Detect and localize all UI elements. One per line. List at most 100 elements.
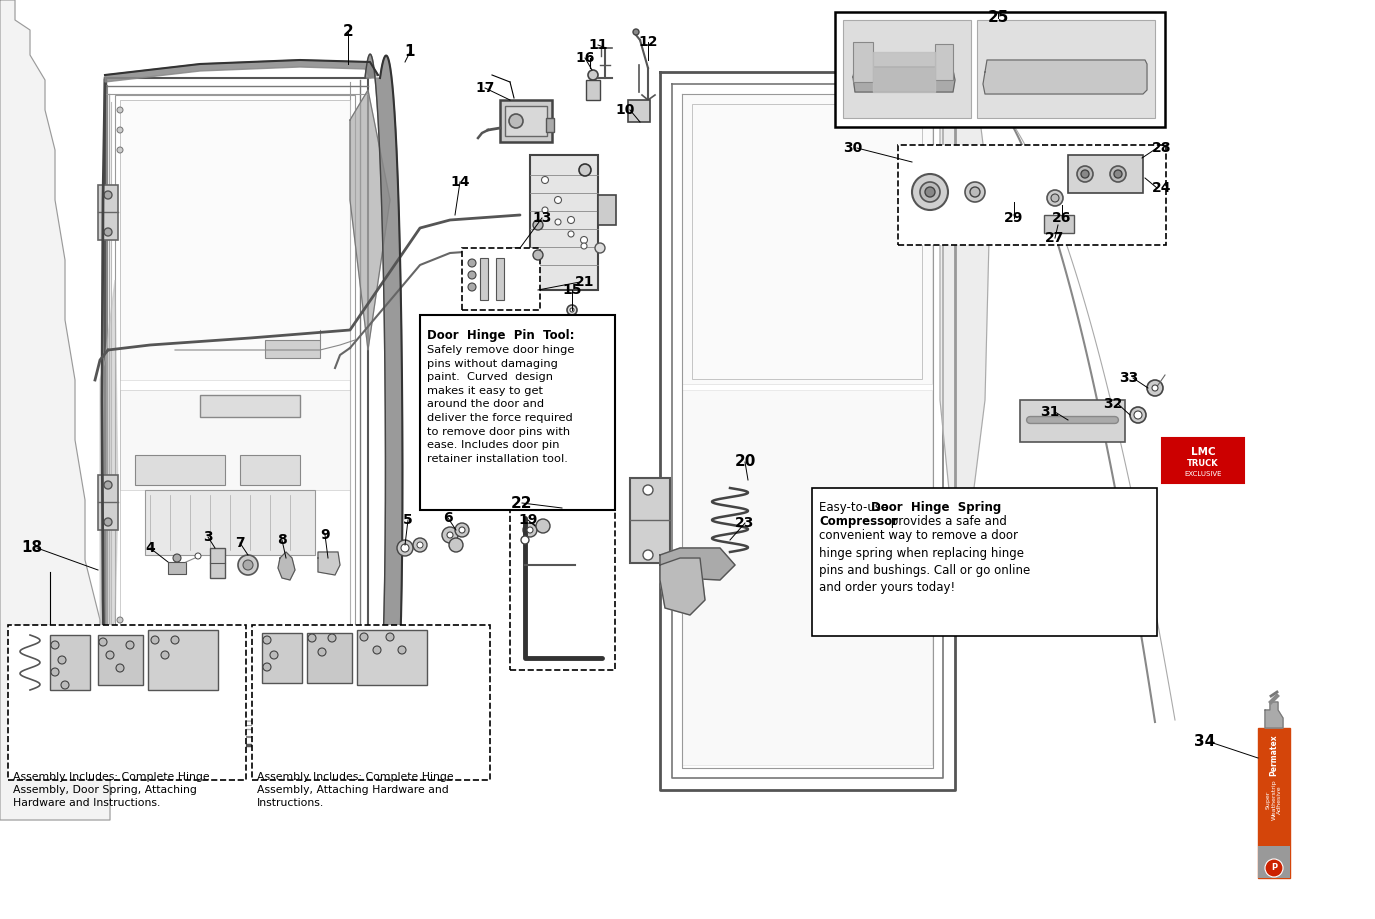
Circle shape: [51, 641, 59, 649]
Text: Easy-to-use: Easy-to-use: [820, 501, 892, 514]
Bar: [978, 20, 1155, 118]
Bar: [148, 630, 219, 690]
Circle shape: [263, 636, 271, 644]
Circle shape: [455, 523, 469, 537]
Circle shape: [969, 187, 980, 197]
Bar: [358, 630, 428, 685]
Circle shape: [117, 147, 122, 153]
Bar: [835, 12, 1165, 127]
Circle shape: [925, 187, 935, 197]
Circle shape: [1152, 385, 1158, 391]
Text: 33: 33: [1119, 371, 1138, 385]
Circle shape: [263, 663, 271, 671]
Bar: [135, 455, 226, 485]
Circle shape: [1110, 166, 1126, 182]
Circle shape: [1077, 166, 1093, 182]
Polygon shape: [1265, 702, 1283, 728]
Text: convenient way to remove a door
hinge spring when replacing hinge
pins and bushi: convenient way to remove a door hinge sp…: [820, 529, 1030, 595]
Bar: [168, 562, 186, 574]
Bar: [1258, 846, 1290, 878]
Text: LMC: LMC: [1191, 447, 1216, 457]
Circle shape: [99, 638, 107, 646]
Circle shape: [117, 107, 122, 113]
Bar: [1162, 438, 1244, 483]
Bar: [116, 95, 355, 725]
Text: Door  Hinge  Spring: Door Hinge Spring: [870, 501, 1001, 514]
Text: Safely remove door hinge
pins without damaging
paint.  Curved  design
makes it e: Safely remove door hinge pins without da…: [428, 345, 575, 464]
Circle shape: [373, 646, 381, 654]
Circle shape: [965, 182, 984, 202]
Bar: [144, 490, 315, 555]
Text: 3: 3: [204, 530, 213, 544]
Polygon shape: [873, 52, 935, 92]
Bar: [1068, 155, 1143, 193]
Circle shape: [1114, 170, 1122, 178]
Circle shape: [117, 617, 122, 623]
Circle shape: [238, 555, 258, 575]
Circle shape: [580, 236, 587, 244]
Circle shape: [161, 651, 169, 659]
Circle shape: [126, 641, 133, 649]
Polygon shape: [278, 552, 296, 580]
Circle shape: [566, 305, 578, 315]
Text: Compressor: Compressor: [820, 515, 898, 528]
Polygon shape: [104, 60, 378, 82]
Bar: [598, 195, 616, 225]
Circle shape: [447, 532, 452, 538]
Circle shape: [318, 648, 326, 656]
Circle shape: [243, 560, 253, 570]
Bar: [1020, 400, 1125, 442]
Bar: [692, 104, 923, 379]
Circle shape: [588, 70, 598, 80]
Circle shape: [450, 538, 463, 552]
Circle shape: [360, 633, 368, 641]
Circle shape: [468, 283, 476, 291]
Polygon shape: [100, 280, 118, 640]
Text: 21: 21: [575, 275, 594, 289]
Circle shape: [582, 243, 587, 249]
Text: 20: 20: [734, 455, 756, 470]
Circle shape: [117, 717, 122, 723]
Bar: [682, 390, 932, 765]
Text: 22: 22: [512, 495, 532, 510]
Circle shape: [571, 308, 573, 312]
Bar: [199, 395, 300, 417]
Text: Super
Weatherstrip
Adhesive: Super Weatherstrip Adhesive: [1266, 779, 1283, 821]
Text: 24: 24: [1152, 181, 1172, 195]
Circle shape: [644, 485, 653, 495]
Text: 15: 15: [562, 283, 582, 297]
Circle shape: [1265, 859, 1283, 877]
Circle shape: [920, 182, 940, 202]
Text: Assembly Includes: Complete Hinge
Assembly, Attaching Hardware and
Instructions.: Assembly Includes: Complete Hinge Assemb…: [257, 772, 454, 809]
Polygon shape: [983, 60, 1147, 94]
Bar: [462, 248, 540, 310]
Bar: [935, 44, 953, 80]
Bar: [307, 633, 352, 683]
Text: 12: 12: [638, 35, 657, 49]
Bar: [120, 390, 351, 490]
Circle shape: [104, 191, 111, 199]
Bar: [546, 118, 554, 132]
Text: 2: 2: [342, 25, 353, 40]
Circle shape: [542, 207, 549, 213]
Text: Door  Hinge  Pin  Tool:: Door Hinge Pin Tool:: [428, 329, 575, 342]
Polygon shape: [941, 72, 990, 600]
Bar: [682, 94, 932, 384]
Text: 28: 28: [1152, 141, 1172, 155]
Circle shape: [522, 523, 538, 537]
Text: 32: 32: [1104, 397, 1123, 411]
Text: 31: 31: [1041, 405, 1060, 419]
Text: 14: 14: [450, 175, 470, 189]
Circle shape: [644, 550, 653, 560]
Text: 17: 17: [476, 81, 495, 95]
Bar: [120, 100, 351, 720]
Text: 26: 26: [1052, 211, 1071, 225]
Polygon shape: [0, 0, 110, 820]
Bar: [628, 100, 650, 122]
Bar: [480, 258, 488, 300]
Circle shape: [170, 636, 179, 644]
Circle shape: [1081, 170, 1089, 178]
Circle shape: [60, 681, 69, 689]
Circle shape: [1147, 380, 1163, 396]
Polygon shape: [852, 67, 956, 92]
